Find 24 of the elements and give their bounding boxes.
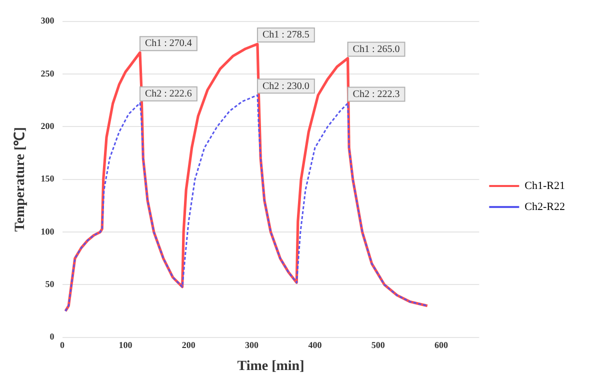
- y-tick-label: 100: [40, 226, 55, 236]
- x-tick-label: 0: [60, 340, 66, 350]
- x-axis-title: Time [min]: [237, 359, 304, 374]
- y-tick-label: 200: [40, 121, 55, 132]
- y-tick-label: 0: [50, 332, 55, 342]
- y-tick-label: 50: [45, 279, 55, 290]
- y-tick-label: 300: [40, 16, 55, 26]
- x-tick-label: 600: [434, 340, 449, 350]
- legend-label: Ch2-R22: [524, 200, 566, 213]
- x-tick-label: 300: [245, 340, 260, 350]
- x-tick-label: 400: [308, 340, 322, 350]
- y-tick-label: 250: [40, 68, 55, 78]
- x-tick-label: 500: [371, 340, 386, 350]
- annotation: Ch2 : 230.0: [262, 80, 310, 92]
- annotation: Ch1 : 278.5: [262, 30, 310, 41]
- annotation: Ch1 : 265.0: [352, 44, 400, 55]
- annotation: Ch1 : 270.4: [144, 38, 192, 50]
- legend-label: Ch1-R21: [524, 180, 566, 192]
- annotation: Ch2 : 222.6: [144, 88, 192, 100]
- x-tick-label: 200: [182, 340, 196, 350]
- y-tick-label: 150: [40, 174, 55, 184]
- x-tick-label: 100: [118, 340, 133, 350]
- y-axis-title: Temperature [℃]: [13, 127, 28, 232]
- annotation: Ch2 : 222.3: [352, 88, 400, 100]
